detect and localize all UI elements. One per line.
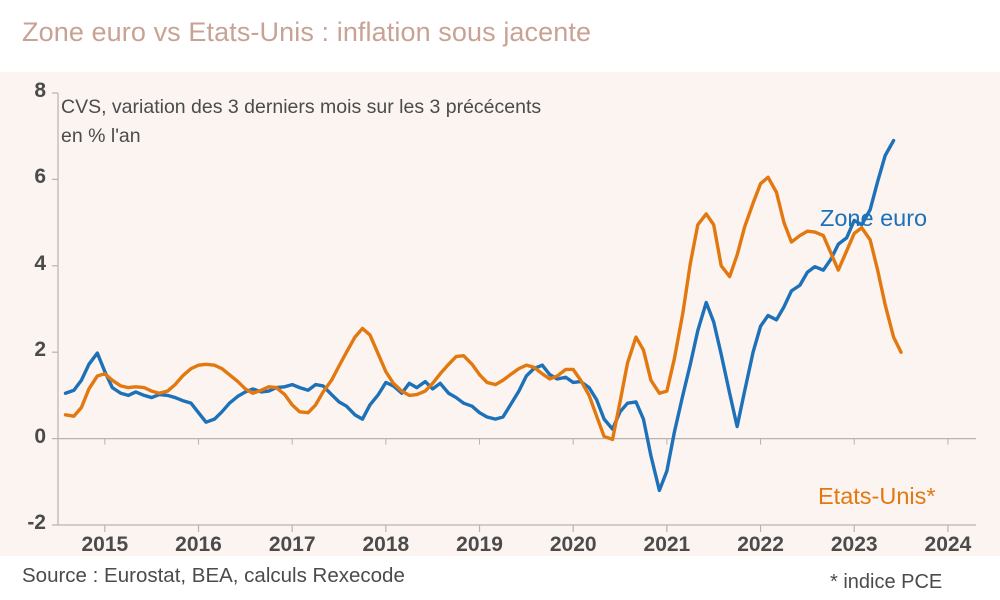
y-tick-label: 2	[34, 338, 46, 362]
page-title: Zone euro vs Etats-Unis : inflation sous…	[22, 17, 592, 47]
plot-area	[0, 72, 1000, 556]
x-tick-label: 2022	[737, 533, 784, 556]
y-tick-label: 8	[34, 79, 46, 102]
chart-source: Source : Eurostat, BEA, calculs Rexecode	[22, 564, 405, 587]
x-tick-label: 2019	[456, 533, 503, 556]
x-tick-label: 2015	[81, 533, 129, 556]
x-tick-label: 2017	[268, 533, 316, 556]
series-line-euro	[63, 138, 896, 493]
series-line-us	[63, 175, 903, 442]
y-tick-label: -2	[27, 511, 46, 534]
x-tick-label: 2016	[175, 533, 222, 556]
x-tick-label: 2024	[924, 533, 972, 556]
chart-footnote: * indice PCE	[830, 571, 943, 593]
y-tick-label: 0	[34, 424, 46, 448]
x-tick-label: 2020	[549, 533, 597, 556]
line-chart-svg	[52, 92, 976, 532]
x-tick-label: 2023	[830, 533, 878, 556]
y-tick-label: 6	[34, 165, 46, 189]
series-label-euro: Zone euro	[820, 205, 928, 231]
chart-subtitle: CVS, variation des 3 derniers mois sur l…	[61, 93, 541, 151]
series-label-us: Etats-Unis*	[818, 483, 936, 509]
x-tick-label: 2021	[643, 533, 691, 556]
subtitle-line-1: CVS, variation des 3 derniers mois sur l…	[61, 96, 542, 118]
chart-panel: CVS, variation des 3 derniers mois sur l…	[0, 72, 1000, 593]
subtitle-line-2: en % l'an	[61, 125, 141, 147]
y-tick-label: 4	[34, 251, 46, 275]
x-tick-label: 2018	[362, 533, 410, 556]
